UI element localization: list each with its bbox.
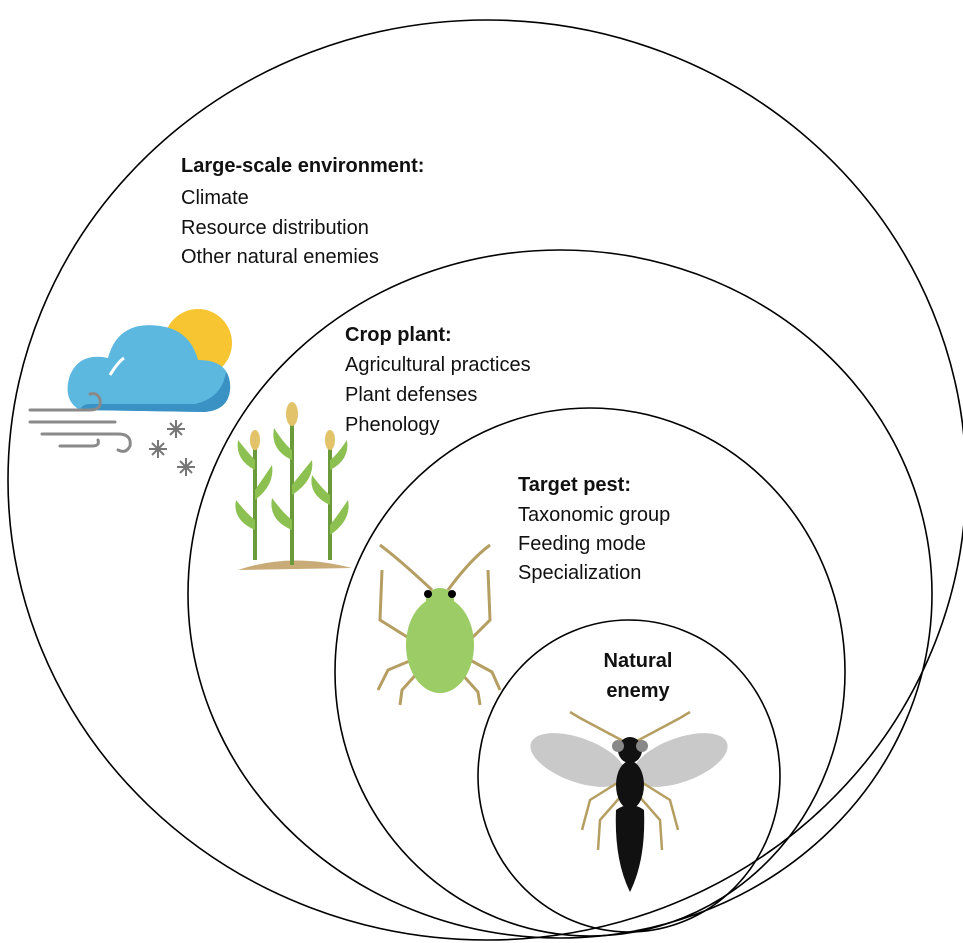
level-item: Resource distribution [181,217,369,239]
wasp-icon [523,712,734,892]
snowflakes [149,420,195,476]
level-title: Target pest: [518,474,631,496]
level-title: Large-scale environment: [181,155,424,177]
level-item: Specialization [518,562,641,584]
level-item: Feeding mode [518,533,646,555]
level-title: Natural [604,650,673,672]
level-item: Other natural enemies [181,246,379,268]
crop-circle [188,250,932,938]
level-item: Climate [181,187,249,209]
nested-circles [8,20,963,940]
level-title: enemy [606,680,670,702]
level-item: Phenology [345,414,440,436]
weather-icon [30,309,232,476]
corn-icon [235,402,352,570]
level-item: Agricultural practices [345,354,531,376]
environment-circle [8,20,963,940]
level-item: Taxonomic group [518,504,670,526]
diagram: Large-scale environment: Climate Resourc… [0,0,963,943]
aphid-icon [378,545,500,705]
level-title: Crop plant: [345,324,452,346]
level-item: Plant defenses [345,384,477,406]
